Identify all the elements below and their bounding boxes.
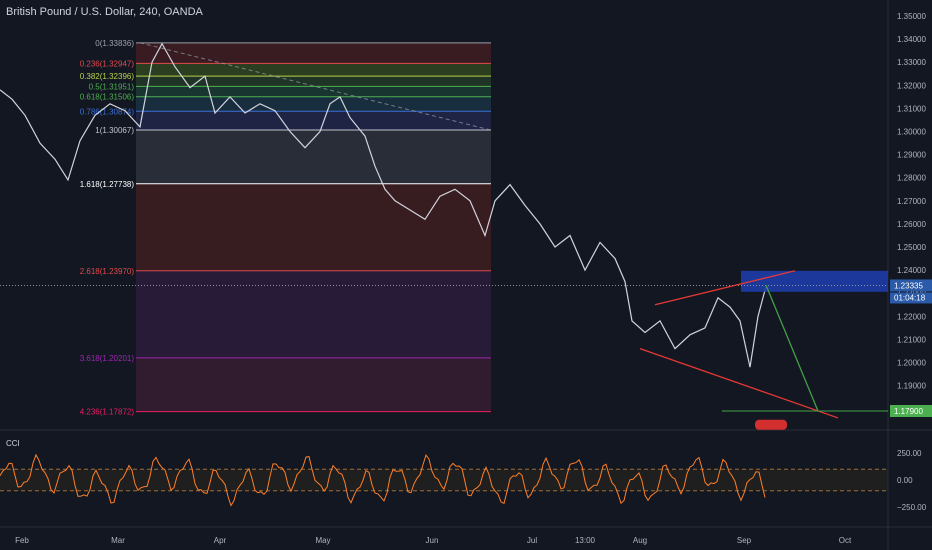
fib-zone — [136, 96, 491, 112]
cci-axis-tick: −250.00 — [897, 503, 927, 512]
price-axis-tick: 1.20000 — [897, 359, 926, 368]
price-axis-tick: 1.34000 — [897, 35, 926, 44]
price-axis-tick: 1.33000 — [897, 58, 926, 67]
price-axis-tick: 1.21000 — [897, 335, 926, 344]
price-axis-tick: 1.25000 — [897, 243, 926, 252]
price-axis-tick: 1.24000 — [897, 266, 926, 275]
fib-level-label: 1(1.30067) — [95, 126, 134, 135]
time-axis-label: Mar — [111, 536, 125, 545]
price-axis-tick: 1.19000 — [897, 382, 926, 391]
price-axis-tick: 1.22000 — [897, 312, 926, 321]
price-axis-tick: 1.31000 — [897, 104, 926, 113]
wedge-upper-line — [654, 270, 796, 306]
fib-zone — [136, 357, 491, 412]
fib-zone — [136, 270, 491, 358]
countdown-label: 01:04:18 — [894, 293, 926, 302]
price-axis-tick: 1.28000 — [897, 174, 926, 183]
time-axis-label: Sep — [737, 536, 752, 545]
fib-level-label: 0.5(1.31951) — [89, 82, 135, 91]
time-axis-label: May — [315, 536, 330, 545]
fib-zone — [136, 42, 491, 64]
fib-level-label: 0.618(1.31506) — [80, 93, 135, 102]
fib-level-label: 4.236(1.17872) — [80, 408, 135, 417]
chart-title: British Pound / U.S. Dollar, 240, OANDA — [6, 6, 203, 18]
cci-line — [0, 453, 766, 507]
fib-level-label: 2.618(1.23970) — [80, 267, 135, 276]
fib-level-label: 0(1.33836) — [95, 39, 134, 48]
time-axis-label: 13:00 — [575, 536, 596, 545]
countdown-tag — [890, 292, 932, 304]
cci-band — [0, 469, 888, 491]
fib-zone — [136, 76, 491, 87]
fib-level-label: 1.618(1.27738) — [80, 180, 135, 189]
fib-zone — [136, 183, 491, 271]
wedge-lower-line — [639, 348, 839, 419]
cci-label: CCI — [6, 439, 20, 448]
cci-axis-tick: 0.00 — [897, 476, 913, 485]
fib-level-label: 0.786(1.30874) — [80, 107, 135, 116]
price-axis-tick: 1.29000 — [897, 151, 926, 160]
fib-zone — [136, 111, 491, 130]
price-axis-tick: 1.26000 — [897, 220, 926, 229]
time-axis-label: Oct — [839, 536, 852, 545]
price-axis-tick: 1.35000 — [897, 12, 926, 21]
last-price-tag — [890, 279, 932, 292]
projection-line — [765, 284, 819, 412]
cci-axis-tick: 250.00 — [897, 449, 922, 458]
fib-level-label: 0.236(1.32947) — [80, 59, 135, 68]
fib-level-label: 0.382(1.32396) — [80, 72, 135, 81]
price-axis-tick: 1.32000 — [897, 81, 926, 90]
time-axis-label: Aug — [633, 536, 647, 545]
fib-zone — [136, 86, 491, 97]
time-axis-label: Jul — [527, 536, 537, 545]
fib-zone — [136, 63, 491, 77]
price-line — [0, 42, 767, 368]
price-axis-tick: 1.30000 — [897, 128, 926, 137]
time-axis-label: Feb — [15, 536, 29, 545]
fib-level-label: 3.618(1.20201) — [80, 354, 135, 363]
target-zone-box — [741, 270, 888, 292]
target-price-tag — [890, 405, 932, 418]
last-price-label: 1.23335 — [894, 281, 923, 290]
uk-flag-icon — [755, 419, 787, 430]
price-axis-tick: 1.27000 — [897, 197, 926, 206]
time-axis-label: Jun — [426, 536, 439, 545]
target-price-label: 1.17900 — [894, 407, 923, 416]
time-axis-label: Apr — [214, 536, 227, 545]
